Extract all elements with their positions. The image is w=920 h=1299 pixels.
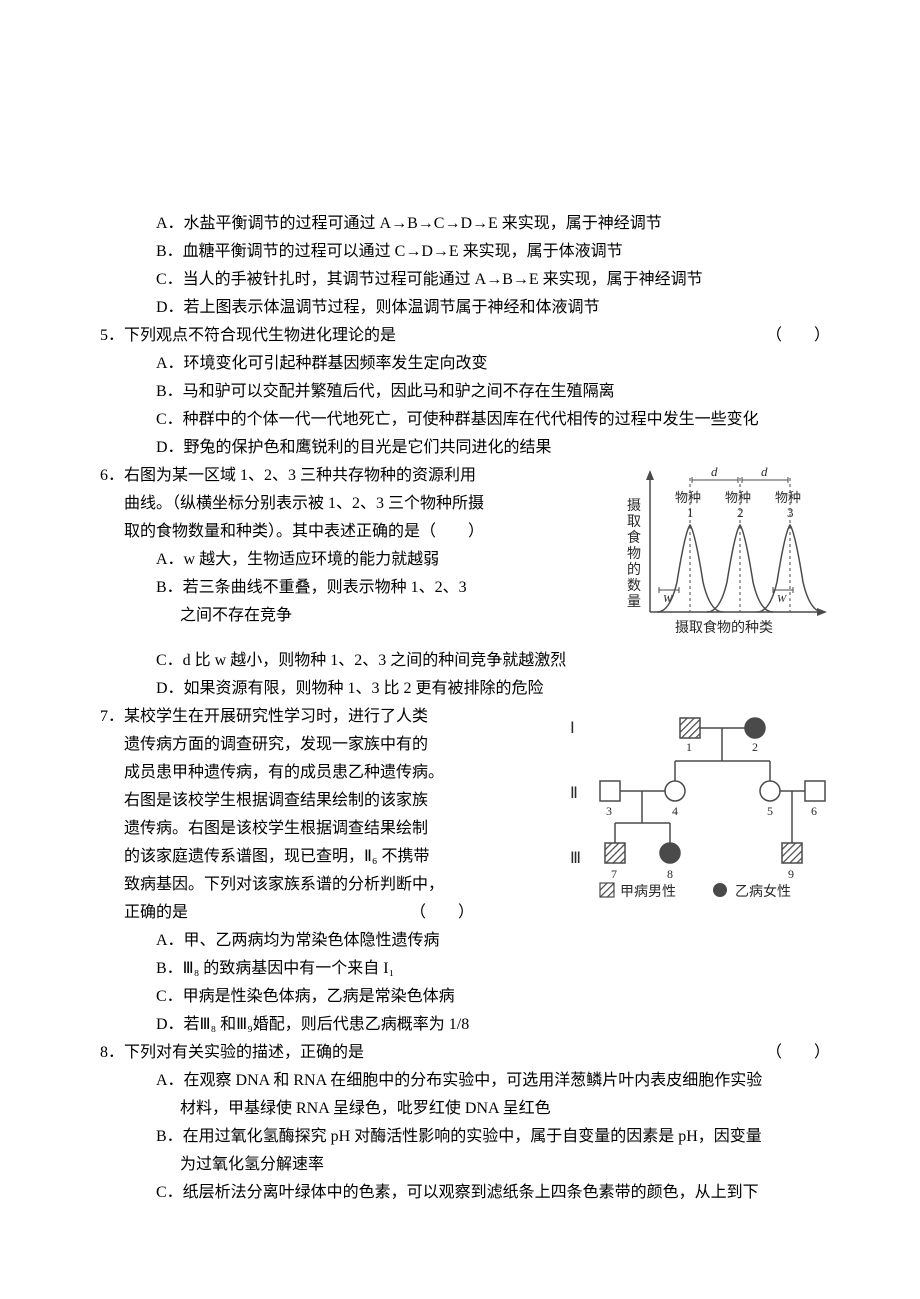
q6-figure: 摄 取 食 物 的 数 量 摄取食物的种类 d d	[615, 462, 830, 637]
q7-stem8-row: 正确的是 （ ）	[100, 899, 560, 927]
q5-option-c: C．种群中的个体一代一代地死亡，可使种群基因库在代代相传的过程中发生一些变化	[100, 406, 830, 434]
q5-stem-row: 5． 下列观点不符合现代生物进化理论的是 （ ）	[100, 322, 830, 350]
q6-stem1: 右图为某一区域 1、2、3 三种共存物种的资源利用	[124, 462, 615, 490]
q7-block: 7． 某校学生在开展研究性学习时，进行了人类 遗传病方面的调查研究，发现一家族中…	[100, 703, 830, 927]
q8-stem-row: 8． 下列对有关实验的描述，正确的是 （ ）	[100, 1039, 830, 1067]
q7-number: 7．	[100, 703, 124, 731]
q7-stem5: 遗传病。右图是该校学生根据调查结果绘制	[100, 815, 560, 843]
q5-number: 5．	[100, 322, 124, 350]
q8-bracket: （ ）	[766, 1039, 830, 1067]
svg-text:物: 物	[627, 546, 641, 562]
svg-text:d: d	[711, 464, 718, 479]
q7-stem-row1: 7． 某校学生在开展研究性学习时，进行了人类	[100, 703, 560, 731]
svg-text:物种: 物种	[775, 490, 801, 505]
legend-male: 甲病男性	[620, 884, 676, 898]
q7-stem6: 的该家庭遗传系谱图，现已查明，Ⅱ₆ 不携带	[100, 843, 560, 871]
q6-block: 6． 右图为某一区域 1、2、3 三种共存物种的资源利用 曲线。（纵横坐标分别表…	[100, 462, 830, 647]
svg-text:8: 8	[667, 867, 673, 881]
svg-text:1: 1	[687, 505, 694, 520]
svg-text:量: 量	[627, 594, 641, 610]
q6-option-b1: B．若三条曲线不重叠，则表示物种 1、2、3	[100, 574, 615, 602]
svg-text:物种: 物种	[675, 490, 701, 505]
q4-option-c: C．当人的手被针扎时，其调节过程可能通过 A→B→E 来实现，属于神经调节	[100, 266, 830, 294]
svg-text:数: 数	[627, 578, 641, 594]
svg-text:的: 的	[627, 562, 641, 578]
svg-text:物种: 物种	[725, 490, 751, 505]
q8-number: 8．	[100, 1039, 124, 1067]
q7-option-c: C．甲病是性染色体病，乙病是常染色体病	[100, 983, 830, 1011]
q5-option-b: B．马和驴可以交配并繁殖后代，因此马和驴之间不存在生殖隔离	[100, 378, 830, 406]
svg-text:Ⅲ: Ⅲ	[570, 850, 581, 867]
q7-figure: Ⅰ Ⅱ Ⅲ 1 2 3 4 5 6	[560, 703, 830, 898]
q7-stem4: 右图是该校学生根据调查结果绘制的该家族	[100, 787, 560, 815]
svg-text:3: 3	[787, 505, 794, 520]
svg-text:d: d	[761, 464, 768, 479]
q7-bracket: （ ）	[410, 899, 474, 927]
q7-stem2: 遗传病方面的调查研究，发现一家族中有的	[100, 731, 560, 759]
q8-option-a2: 材料，甲基绿使 RNA 呈绿色，吡罗红使 DNA 呈红色	[100, 1095, 830, 1123]
q5-stem: 下列观点不符合现代生物进化理论的是	[124, 322, 830, 350]
svg-text:摄: 摄	[627, 498, 641, 514]
q6-stem2: 曲线。（纵横坐标分别表示被 1、2、3 三个物种所摄	[100, 490, 615, 518]
q8-option-b2: 为过氧化氢分解速率	[100, 1151, 830, 1179]
q8-option-b1: B．在用过氧化氢酶探究 pH 对酶活性影响的实验中，属于自变量的因素是 pH，因…	[100, 1123, 830, 1151]
q7-stem7: 致病基因。下列对该家族系谱的分析判断中，	[100, 871, 560, 899]
svg-text:Ⅰ: Ⅰ	[570, 720, 575, 737]
legend-female: 乙病女性	[735, 883, 791, 898]
q7-option-d: D．若Ⅲ₈ 和Ⅲ₉婚配，则后代患乙病概率为 1/8	[100, 1011, 830, 1039]
svg-text:Ⅱ: Ⅱ	[570, 785, 578, 802]
svg-text:取: 取	[627, 515, 641, 530]
q5-option-d: D．野兔的保护色和鹰锐利的目光是它们共同进化的结果	[100, 434, 830, 462]
q4-option-d: D．若上图表示体温调节过程，则体温调节属于神经和体液调节	[100, 294, 830, 322]
svg-text:3: 3	[606, 804, 612, 818]
svg-text:食: 食	[627, 529, 641, 546]
svg-text:1: 1	[686, 740, 692, 754]
svg-text:9: 9	[788, 867, 794, 881]
q8-stem: 下列对有关实验的描述，正确的是	[124, 1039, 830, 1067]
q4-option-a: A．水盐平衡调节的过程可通过 A→B→C→D→E 来实现，属于神经调节	[100, 210, 830, 238]
q6-option-a: A．w 越大，生物适应环境的能力就越弱	[100, 546, 615, 574]
svg-text:7: 7	[611, 867, 617, 881]
q6-option-c: C．d 比 w 越小，则物种 1、2、3 之间的种间竞争就越激烈	[100, 647, 830, 675]
q7-stem1: 某校学生在开展研究性学习时，进行了人类	[124, 703, 560, 731]
svg-text:W: W	[663, 593, 673, 605]
q6-option-d: D．如果资源有限，则物种 1、3 比 2 更有被排除的危险	[100, 675, 830, 703]
svg-text:4: 4	[672, 804, 678, 818]
q5-option-a: A．环境变化可引起种群基因频率发生定向改变	[100, 350, 830, 378]
q8-option-a1: A．在观察 DNA 和 RNA 在细胞中的分布实验中，可选用洋葱鳞片叶内表皮细胞…	[100, 1067, 830, 1095]
q8-option-c: C．纸层析法分离叶绿体中的色素，可以观察到滤纸条上四条色素带的颜色，从上到下	[100, 1179, 830, 1207]
svg-text:5: 5	[767, 804, 773, 818]
q7-option-b: B．Ⅲ₈ 的致病基因中有一个来自 I₁	[100, 955, 830, 983]
q6-xlabel: 摄取食物的种类	[675, 619, 773, 636]
q6-option-b2: 之间不存在竞争	[100, 602, 615, 630]
svg-text:2: 2	[752, 740, 758, 754]
svg-text:2: 2	[737, 505, 744, 520]
q7-stem8: 正确的是	[124, 904, 188, 921]
q4-option-b: B．血糖平衡调节的过程可以通过 C→D→E 来实现，属于体液调节	[100, 238, 830, 266]
q6-number: 6．	[100, 462, 124, 490]
svg-text:W: W	[777, 593, 787, 605]
q5-bracket: （ ）	[766, 322, 830, 350]
q6-stem-row1: 6． 右图为某一区域 1、2、3 三种共存物种的资源利用	[100, 462, 615, 490]
svg-text:6: 6	[811, 804, 817, 818]
q7-stem3: 成员患甲种遗传病，有的成员患乙种遗传病。	[100, 759, 560, 787]
q6-stem3: 取的食物数量和种类）。其中表述正确的是（ ）	[100, 518, 615, 546]
q7-option-a: A．甲、乙两病均为常染色体隐性遗传病	[100, 927, 830, 955]
